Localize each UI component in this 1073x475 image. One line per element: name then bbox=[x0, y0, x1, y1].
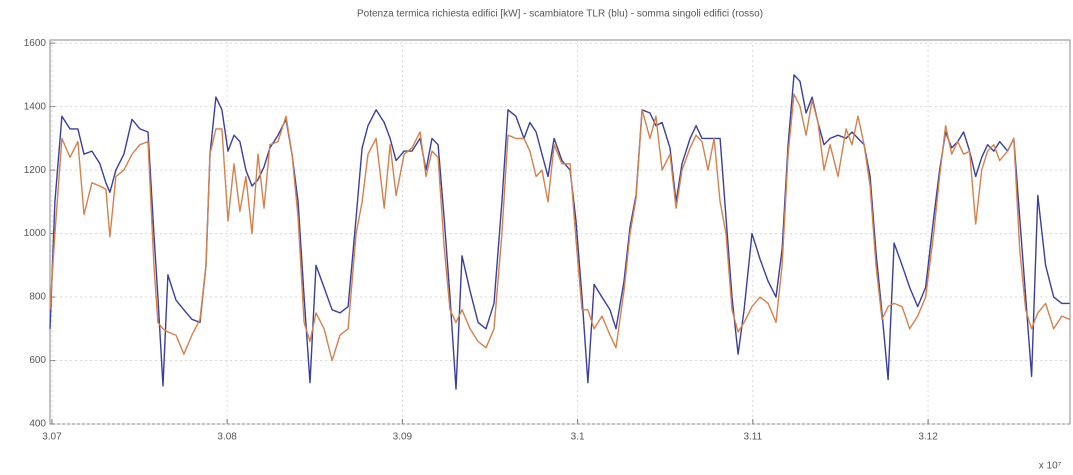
x-scale-label: x 10⁷ bbox=[1039, 461, 1062, 472]
series-line bbox=[49, 74, 1070, 390]
x-tick-label: 3.1 bbox=[571, 432, 585, 443]
plot-frame bbox=[49, 39, 1071, 425]
y-tick-label: 1600 bbox=[24, 38, 47, 49]
chart-title: Potenza termica richiesta edifici [kW] -… bbox=[357, 9, 763, 20]
y-tick-label: 800 bbox=[29, 292, 46, 303]
x-tick-label: 3.08 bbox=[217, 432, 237, 443]
y-tick-label: 600 bbox=[29, 355, 46, 366]
x-tick-label: 3.07 bbox=[42, 432, 62, 443]
y-tick-label: 1200 bbox=[24, 165, 47, 176]
series-line bbox=[49, 93, 1070, 362]
x-tick-label: 3.12 bbox=[918, 432, 938, 443]
y-tick-label: 1000 bbox=[24, 228, 47, 239]
y-tick-label: 400 bbox=[29, 419, 46, 430]
x-tick-label: 3.11 bbox=[743, 432, 762, 443]
y-tick-label: 1400 bbox=[24, 101, 47, 112]
x-tick-label: 3.09 bbox=[393, 432, 413, 443]
